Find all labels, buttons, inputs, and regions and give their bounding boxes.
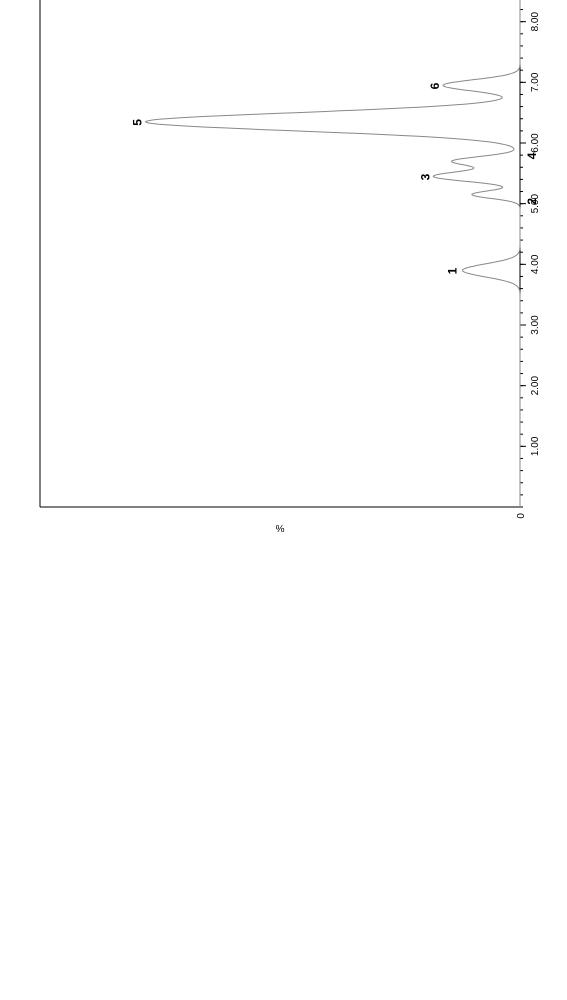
chromatogram-svg: 1.002.003.004.005.006.007.008.009.0010.0…: [0, 0, 567, 567]
svg-text:6.00: 6.00: [530, 133, 541, 153]
peak-label-1: 1: [445, 267, 459, 274]
peak-label-2: 2: [525, 198, 539, 205]
chromatogram-figure: 1.002.003.004.005.006.007.008.009.0010.0…: [0, 0, 567, 567]
svg-text:7.00: 7.00: [530, 72, 541, 92]
peak-label-5: 5: [131, 119, 145, 126]
peak-label-4: 4: [525, 152, 539, 159]
peak-label-3: 3: [419, 173, 433, 180]
plot-area: 1.002.003.004.005.006.007.008.009.0010.0…: [0, 0, 567, 567]
svg-text:3.00: 3.00: [530, 315, 541, 335]
svg-text:4.00: 4.00: [530, 254, 541, 274]
svg-text:%: %: [275, 522, 284, 533]
svg-text:0: 0: [516, 513, 527, 519]
svg-text:2.00: 2.00: [530, 375, 541, 395]
svg-text:1.00: 1.00: [530, 436, 541, 456]
chromatogram-trace: [47, 0, 520, 507]
svg-text:8.00: 8.00: [530, 11, 541, 31]
peak-label-6: 6: [428, 82, 442, 89]
